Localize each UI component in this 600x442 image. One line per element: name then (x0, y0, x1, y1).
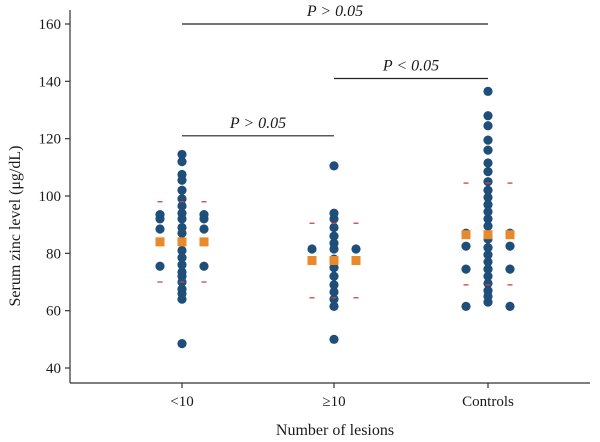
data-point (483, 221, 493, 231)
data-point (505, 241, 515, 251)
mean-marker (505, 230, 515, 240)
data-point (461, 264, 471, 274)
data-point (483, 111, 493, 121)
data-point (199, 224, 209, 234)
data-point (483, 214, 493, 224)
data-point (177, 185, 187, 195)
mean-marker (177, 237, 187, 247)
data-point (177, 253, 187, 263)
data-point (177, 214, 187, 224)
data-point (329, 280, 339, 290)
y-tick-label: 140 (39, 74, 62, 90)
data-point (483, 200, 493, 210)
data-point (307, 244, 317, 254)
data-point (483, 135, 493, 145)
data-point (155, 224, 165, 234)
data-point (199, 261, 209, 271)
data-point (329, 271, 339, 281)
axes: 40 60 80 100 120 140 160 <10 ≥10 Controls (39, 10, 590, 410)
data-point (461, 241, 471, 251)
mean-marker (155, 237, 165, 247)
y-tick-label: 100 (39, 189, 62, 205)
significance-label: P > 0.05 (306, 3, 363, 20)
data-point (329, 294, 339, 304)
data-point (329, 334, 339, 344)
mean-marker (199, 237, 209, 247)
data-point (329, 214, 339, 224)
y-tick-label: 80 (46, 246, 61, 262)
data-points (155, 86, 515, 349)
data-point (483, 278, 493, 289)
data-point (483, 250, 493, 260)
significance-label: P < 0.05 (382, 57, 439, 74)
data-point (177, 260, 187, 270)
data-point (155, 214, 165, 224)
data-point (483, 158, 493, 168)
data-point (483, 264, 493, 274)
data-point (483, 271, 493, 281)
data-point (329, 222, 339, 233)
data-point (483, 86, 493, 96)
data-point (177, 157, 187, 167)
x-axis-label: Number of lesions (276, 422, 394, 439)
data-point (483, 257, 493, 267)
data-point (155, 261, 165, 271)
data-point (177, 175, 187, 185)
data-point (177, 294, 187, 304)
data-point (329, 301, 339, 311)
data-point (177, 149, 187, 160)
mean-marker (461, 230, 471, 240)
data-point (483, 243, 493, 253)
data-point (505, 264, 515, 274)
data-point (329, 287, 339, 297)
y-axis-label: Serum zinc level (μg/dL) (7, 146, 24, 307)
data-point (329, 244, 339, 254)
summary-markers (155, 182, 515, 299)
y-tick-label: 40 (46, 361, 61, 377)
significance-annotations: P > 0.05 P < 0.05 P > 0.05 (182, 3, 488, 137)
mean-marker (307, 256, 317, 265)
data-point (483, 145, 493, 155)
data-point (199, 214, 209, 224)
data-point (177, 228, 187, 238)
mean-marker (483, 230, 493, 240)
mean-marker (329, 256, 339, 265)
data-point (329, 263, 339, 273)
x-tick-label: ≥10 (322, 394, 345, 410)
mean-marker (351, 256, 361, 265)
y-tick-label: 120 (39, 132, 62, 148)
data-point (483, 207, 493, 217)
data-point (177, 339, 187, 349)
data-point (329, 161, 339, 171)
data-point (483, 297, 493, 307)
x-tick-label: <10 (170, 394, 193, 410)
data-point (177, 201, 187, 211)
data-point (483, 177, 493, 187)
data-point (461, 301, 471, 311)
data-point (329, 231, 339, 241)
data-point (505, 301, 515, 311)
data-point (483, 185, 493, 195)
x-tick-label: Controls (462, 394, 514, 410)
data-point (483, 192, 493, 203)
significance-label: P > 0.05 (229, 115, 286, 132)
y-tick-label: 60 (46, 304, 61, 320)
data-point (351, 244, 361, 254)
data-point (483, 167, 493, 177)
data-point (483, 121, 493, 131)
data-point (177, 245, 187, 256)
y-tick-label: 160 (39, 17, 62, 33)
